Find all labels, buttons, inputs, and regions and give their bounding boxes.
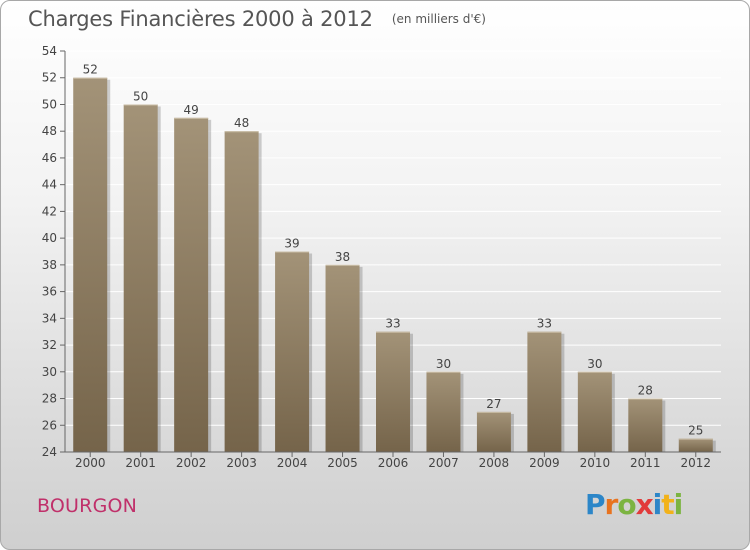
chart-subtitle: (en milliers d'€) — [391, 12, 486, 26]
y-tick-label: 32 — [42, 338, 57, 352]
data-label: 33 — [537, 317, 552, 331]
x-tick-label: 2004 — [277, 456, 308, 470]
bar-2008 — [476, 411, 511, 452]
bar-2000 — [73, 77, 108, 452]
bar-2009 — [527, 331, 562, 452]
logo-letter: r — [604, 488, 619, 521]
data-label: 30 — [436, 357, 451, 371]
data-label: 39 — [284, 237, 299, 251]
y-tick-label: 28 — [42, 392, 57, 406]
logo-letter: o — [617, 488, 636, 521]
chart-title: Charges Financières 2000 à 2012 — [28, 7, 373, 31]
x-tick-label: 2009 — [529, 456, 560, 470]
title-block: Charges Financières 2000 à 2012 (en mill… — [28, 7, 486, 31]
y-tick-label: 52 — [42, 71, 57, 85]
y-tick-label: 24 — [42, 445, 57, 459]
y-tick-label: 26 — [42, 418, 57, 432]
y-tick-label: 54 — [42, 44, 57, 58]
y-tick-label: 30 — [42, 365, 57, 379]
y-tick-label: 40 — [42, 231, 57, 245]
bar-2003 — [224, 131, 259, 452]
x-tick-label: 2005 — [327, 456, 358, 470]
x-tick-label: 2011 — [630, 456, 661, 470]
data-label: 33 — [385, 317, 400, 331]
labels-layer: 52 50 49 48 39 38 33 30 27 33 30 28 25 — [83, 63, 704, 438]
y-tick-label: 44 — [42, 178, 57, 192]
data-label: 27 — [486, 397, 501, 411]
data-label: 49 — [184, 103, 199, 117]
proxiti-logo[interactable]: Proxiti — [585, 488, 684, 521]
y-tick-label: 46 — [42, 151, 57, 165]
bar-2001 — [123, 104, 158, 452]
x-tick-label: 2001 — [125, 456, 156, 470]
x-tick-label: 2006 — [378, 456, 409, 470]
x-tick-label: 2002 — [176, 456, 207, 470]
axis-layer: 24 26 28 30 32 34 36 38 40 42 44 46 48 50 52 54 2000 2001… — [42, 44, 721, 470]
x-tick-label: 2000 — [75, 456, 106, 470]
data-label: 48 — [234, 116, 249, 130]
data-label: 30 — [587, 357, 602, 371]
bar-2006 — [376, 331, 410, 452]
bar-2011 — [628, 398, 663, 452]
data-label: 28 — [638, 384, 653, 398]
bar-2012 — [678, 438, 713, 452]
bar-2007 — [426, 371, 461, 452]
y-tick-label: 34 — [42, 311, 57, 325]
x-tick-label: 2003 — [226, 456, 257, 470]
x-tick-label: 2012 — [680, 456, 711, 470]
logo-letter: t — [661, 488, 674, 521]
data-label: 38 — [335, 250, 350, 264]
logo-letter: i — [673, 488, 684, 521]
y-tick-label: 50 — [42, 97, 57, 111]
x-tick-label: 2007 — [428, 456, 459, 470]
data-label: 25 — [688, 424, 703, 438]
bar-2010 — [577, 371, 612, 452]
y-tick-label: 38 — [42, 258, 57, 272]
x-tick-label: 2010 — [580, 456, 611, 470]
bars-layer — [73, 77, 716, 452]
bar-2004 — [275, 251, 310, 452]
y-tick-label: 48 — [42, 124, 57, 138]
data-label: 52 — [83, 63, 98, 77]
logo-letter: i — [652, 488, 663, 521]
bar-2002 — [174, 117, 209, 452]
bar-2005 — [325, 264, 360, 452]
x-tick-label: 2008 — [479, 456, 510, 470]
y-tick-label: 42 — [42, 204, 57, 218]
commune-name: BOURGON — [37, 495, 138, 517]
logo-letter: x — [635, 488, 654, 521]
logo-letter: P — [585, 488, 606, 521]
data-label: 50 — [133, 89, 148, 103]
y-tick-label: 36 — [42, 285, 57, 299]
